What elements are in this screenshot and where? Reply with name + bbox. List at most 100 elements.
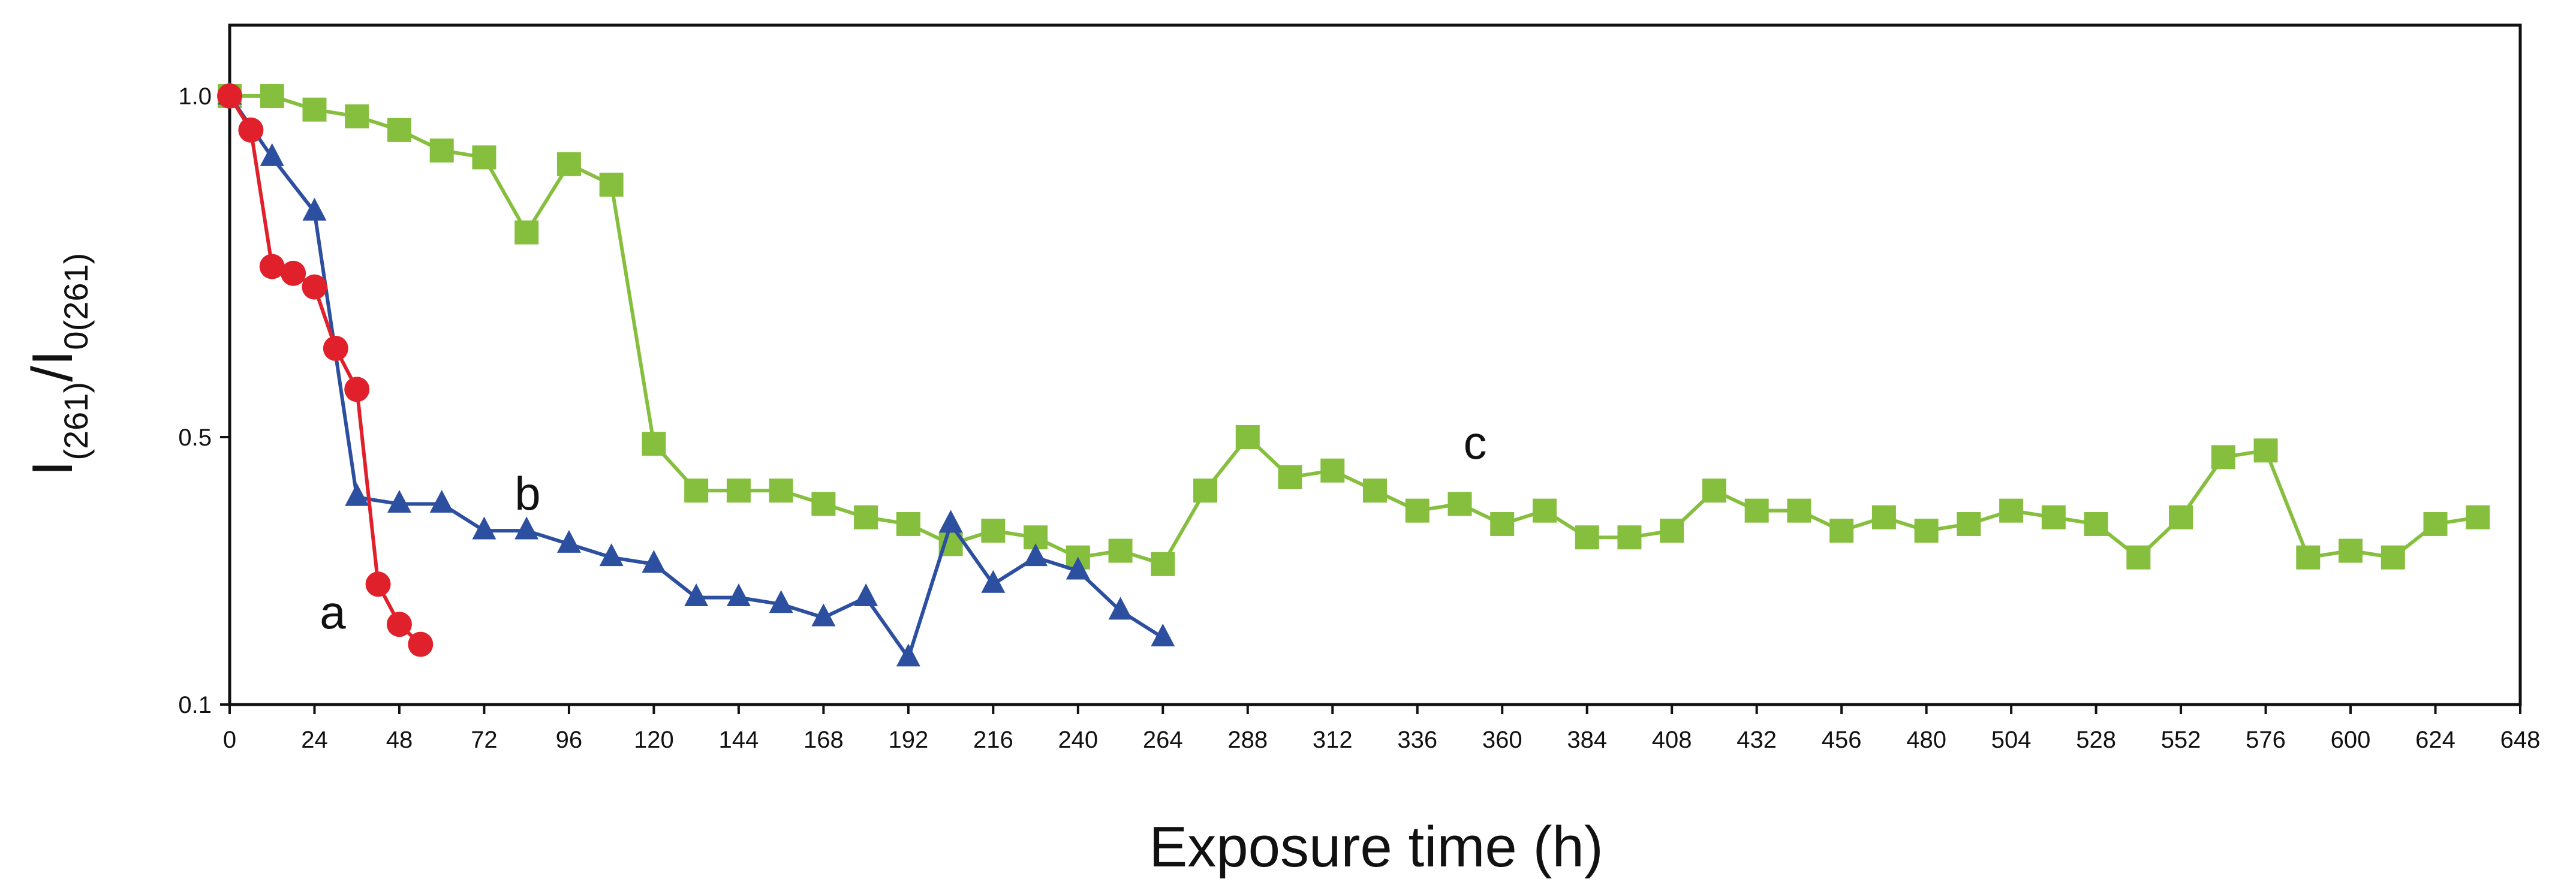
data-point-c bbox=[514, 220, 539, 245]
data-point-b bbox=[769, 590, 793, 613]
data-point-c bbox=[2339, 538, 2363, 563]
x-tick-label: 144 bbox=[719, 727, 759, 753]
data-point-c bbox=[1448, 492, 1472, 516]
data-point-b bbox=[387, 489, 411, 513]
y-tick-label: 0.5 bbox=[178, 425, 212, 451]
x-axis: 0 24 48 72 96 120 144 168 192 216 240 264 288 312 336 3… bbox=[223, 705, 2541, 753]
data-point-b bbox=[1108, 597, 1133, 620]
x-tick-label: 312 bbox=[1313, 727, 1353, 753]
data-point-c bbox=[769, 478, 793, 503]
series-c bbox=[218, 84, 2490, 576]
data-point-c bbox=[260, 84, 284, 108]
y-tick-label: 0.1 bbox=[178, 692, 212, 718]
data-point-b bbox=[1151, 623, 1175, 646]
data-point-c bbox=[2296, 545, 2321, 570]
data-point-c bbox=[2211, 445, 2235, 469]
data-point-c bbox=[726, 478, 751, 503]
data-point-c bbox=[896, 511, 920, 536]
x-tick-label: 648 bbox=[2500, 727, 2541, 753]
data-point-c bbox=[345, 104, 369, 129]
x-tick-label: 48 bbox=[386, 727, 413, 753]
data-point-b bbox=[938, 510, 963, 533]
data-point-b bbox=[684, 583, 709, 607]
series-line-b bbox=[228, 95, 1164, 660]
data-point-c bbox=[472, 145, 496, 170]
data-point-c bbox=[1702, 478, 1726, 503]
data-point-a bbox=[259, 254, 285, 279]
series-label-a: a bbox=[320, 586, 346, 639]
data-point-c bbox=[1914, 519, 1939, 543]
x-tick-label: 24 bbox=[301, 727, 328, 753]
data-point-c bbox=[302, 97, 327, 122]
data-point-a bbox=[302, 274, 327, 300]
data-point-c bbox=[1108, 538, 1133, 563]
data-point-c bbox=[1787, 498, 1811, 523]
x-tick-label: 408 bbox=[1652, 727, 1692, 753]
y-axis-title-sep: /I bbox=[20, 350, 85, 382]
x-tick-label: 528 bbox=[2076, 727, 2116, 753]
y-axis-title-main: I bbox=[20, 460, 85, 477]
x-tick-label: 384 bbox=[1567, 727, 1607, 753]
x-tick-label: 120 bbox=[634, 727, 674, 753]
x-tick-label: 240 bbox=[1058, 727, 1098, 753]
data-point-c bbox=[1235, 425, 1260, 449]
data-point-c bbox=[981, 519, 1006, 543]
data-point-c bbox=[387, 118, 411, 142]
data-point-a bbox=[238, 117, 264, 143]
data-point-c bbox=[1151, 552, 1175, 576]
series-line-a bbox=[228, 95, 422, 646]
data-point-c bbox=[642, 432, 666, 456]
data-point-b bbox=[556, 529, 581, 553]
data-point-c bbox=[2423, 511, 2448, 536]
x-tick-label: 72 bbox=[471, 727, 498, 753]
data-point-c bbox=[1871, 505, 1896, 529]
data-point-b bbox=[811, 603, 836, 627]
data-point-c bbox=[854, 505, 878, 529]
data-point-c bbox=[684, 478, 709, 503]
series-label-c: c bbox=[1464, 416, 1487, 469]
y-axis-title: I(261)/I0(261) bbox=[20, 253, 95, 477]
data-point-c bbox=[2381, 545, 2405, 570]
x-tick-label: 456 bbox=[1822, 727, 1862, 753]
x-tick-label: 360 bbox=[1482, 727, 1522, 753]
data-point-b bbox=[472, 516, 496, 540]
data-point-c bbox=[1744, 498, 1769, 523]
x-tick-label: 96 bbox=[556, 727, 583, 753]
series-label-b: b bbox=[514, 467, 540, 520]
data-point-b bbox=[514, 516, 539, 540]
svg-text:I(261)/I0(261): I(261)/I0(261) bbox=[20, 253, 95, 477]
data-point-c bbox=[2169, 505, 2193, 529]
y-axis-title-sub1: (261) bbox=[57, 382, 95, 460]
data-point-b bbox=[1066, 556, 1090, 580]
data-point-c bbox=[1957, 511, 1981, 536]
data-point-c bbox=[1320, 458, 1345, 483]
data-point-b bbox=[726, 583, 751, 607]
data-point-c bbox=[1660, 519, 1684, 543]
data-point-c bbox=[429, 139, 454, 163]
data-point-c bbox=[811, 492, 836, 516]
data-point-a bbox=[408, 631, 434, 657]
x-tick-label: 264 bbox=[1143, 727, 1183, 753]
x-axis-title: Exposure time (h) bbox=[1149, 815, 1603, 879]
data-point-c bbox=[1575, 525, 1599, 550]
plot-frame bbox=[228, 23, 2522, 706]
data-point-c bbox=[2126, 545, 2151, 570]
data-point-b bbox=[260, 143, 284, 166]
data-point-b bbox=[981, 570, 1006, 593]
y-axis: 0.1 0.5 1.0 bbox=[178, 83, 230, 718]
x-tick-label: 0 bbox=[223, 727, 236, 753]
x-tick-label: 552 bbox=[2161, 727, 2201, 753]
data-point-c bbox=[2466, 505, 2490, 529]
x-tick-label: 480 bbox=[1906, 727, 1946, 753]
data-point-b bbox=[1024, 543, 1048, 567]
data-point-c bbox=[1999, 498, 2024, 523]
data-point-c bbox=[1363, 478, 1387, 503]
data-point-c bbox=[1617, 525, 1642, 550]
x-tick-label: 504 bbox=[1991, 727, 2032, 753]
y-axis-title-sub2: 0(261) bbox=[57, 253, 95, 350]
series-b bbox=[218, 82, 1175, 667]
x-tick-label: 336 bbox=[1397, 727, 1437, 753]
x-tick-label: 216 bbox=[973, 727, 1013, 753]
x-tick-label: 192 bbox=[888, 727, 928, 753]
